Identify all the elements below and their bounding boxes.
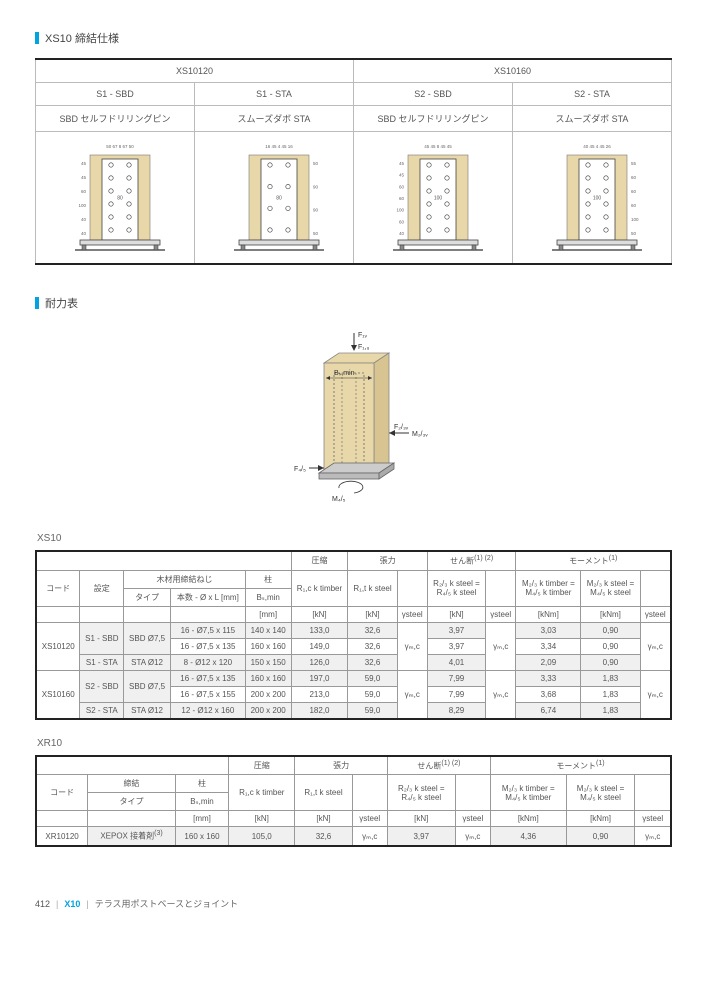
svg-text:100: 100: [396, 208, 404, 213]
section-title-spec: XS10 締結仕様: [35, 30, 672, 46]
section-title-load: 耐力表: [35, 295, 672, 311]
svg-text:100: 100: [78, 203, 86, 208]
svg-text:45: 45: [399, 173, 405, 178]
diagram-cell-2: 45 45 8 45 45 45 45 60 60 100 60 40 100: [354, 132, 513, 265]
svg-text:60: 60: [81, 189, 87, 194]
footer-sep: |: [86, 899, 88, 909]
xr10-table: 圧縮張力せん断(1) (2)モーメント(1)コード締結柱R₁,c k timbe…: [35, 755, 672, 847]
svg-text:16 45 4 45 16: 16 45 4 45 16: [265, 144, 293, 149]
svg-text:60: 60: [631, 203, 637, 208]
spec-code-1: S1 - STA: [195, 83, 354, 106]
svg-text:40: 40: [81, 231, 87, 236]
svg-text:45 45 8 45 45: 45 45 8 45 45: [424, 144, 452, 149]
svg-text:40: 40: [399, 231, 405, 236]
spec-desc-2: SBD セルフドリリングピン: [354, 106, 513, 132]
svg-text:60: 60: [631, 189, 637, 194]
section-title-text: XS10 締結仕様: [45, 30, 119, 46]
diagram-cell-1: 16 45 4 45 16 50 90 90 50 80: [195, 132, 354, 265]
svg-text:60: 60: [399, 196, 405, 201]
svg-text:90: 90: [313, 208, 319, 213]
svg-text:45: 45: [399, 161, 405, 166]
svg-text:60: 60: [399, 219, 405, 224]
label-Bsmin: Bₛ,min: [334, 370, 355, 377]
svg-text:50 67 8 67 50: 50 67 8 67 50: [106, 144, 134, 149]
label-F1v: F₁ᵥ: [358, 332, 368, 339]
xs10-label: XS10: [37, 533, 672, 544]
spec-group2: XS10160: [354, 59, 672, 83]
svg-text:90: 90: [313, 184, 319, 189]
load-figure: F₁ᵥ F₁,ᵤ Bₛ,min F₂/₃ᵥ M₂/₃ᵥ F₄/₅ M₄/₅: [35, 323, 672, 513]
svg-text:40: 40: [81, 217, 87, 222]
section-marker: [35, 297, 39, 309]
xs10-table: 圧縮張力せん断(1) (2)モーメント(1)コード設定木材用締結ねじ柱R₁,c …: [35, 550, 672, 720]
label-M45: M₄/₅: [332, 496, 346, 503]
diagram-cell-3: 40 45 4 45 26 55 60 60 60 100 50 100: [513, 132, 672, 265]
spec-code-3: S2 - STA: [513, 83, 672, 106]
xr10-label: XR10: [37, 738, 672, 749]
svg-text:100: 100: [631, 217, 639, 222]
svg-text:100: 100: [593, 196, 602, 202]
svg-text:45: 45: [81, 175, 87, 180]
section-marker: [35, 32, 39, 44]
spec-group1: XS10120: [36, 59, 354, 83]
svg-text:60: 60: [399, 184, 405, 189]
footer-desc: テラス用ポストベースとジョイント: [95, 897, 238, 910]
footer-code: X10: [64, 899, 80, 909]
svg-text:80: 80: [276, 196, 282, 202]
spec-code-0: S1 - SBD: [36, 83, 195, 106]
spec-desc-0: SBD セルフドリリングピン: [36, 106, 195, 132]
svg-text:60: 60: [631, 175, 637, 180]
label-F1u: F₁,ᵤ: [358, 344, 370, 351]
svg-text:50: 50: [313, 231, 319, 236]
footer-sep: |: [56, 899, 58, 909]
svg-text:40 45 4 45 26: 40 45 4 45 26: [583, 144, 611, 149]
spec-desc-1: スムーズダボ STA: [195, 106, 354, 132]
label-M23v: M₂/₃ᵥ: [412, 431, 428, 438]
svg-text:55: 55: [631, 161, 637, 166]
spec-desc-3: スムーズダボ STA: [513, 106, 672, 132]
page-footer: 412 | X10 | テラス用ポストベースとジョイント: [35, 897, 672, 910]
svg-text:50: 50: [631, 231, 637, 236]
footer-page: 412: [35, 899, 50, 909]
section-title-text: 耐力表: [45, 295, 78, 311]
svg-text:50: 50: [313, 161, 319, 166]
label-F45: F₄/₅: [294, 466, 306, 473]
spec-code-2: S2 - SBD: [354, 83, 513, 106]
spec-table: XS10120 XS10160 S1 - SBD S1 - STA S2 - S…: [35, 58, 672, 265]
svg-text:100: 100: [434, 196, 443, 202]
svg-text:45: 45: [81, 161, 87, 166]
label-F23v: F₂/₃ᵥ: [394, 424, 409, 431]
diagram-cell-0: 50 67 8 67 50 45 45 60 100 40 40 80: [36, 132, 195, 265]
svg-text:80: 80: [117, 196, 123, 202]
